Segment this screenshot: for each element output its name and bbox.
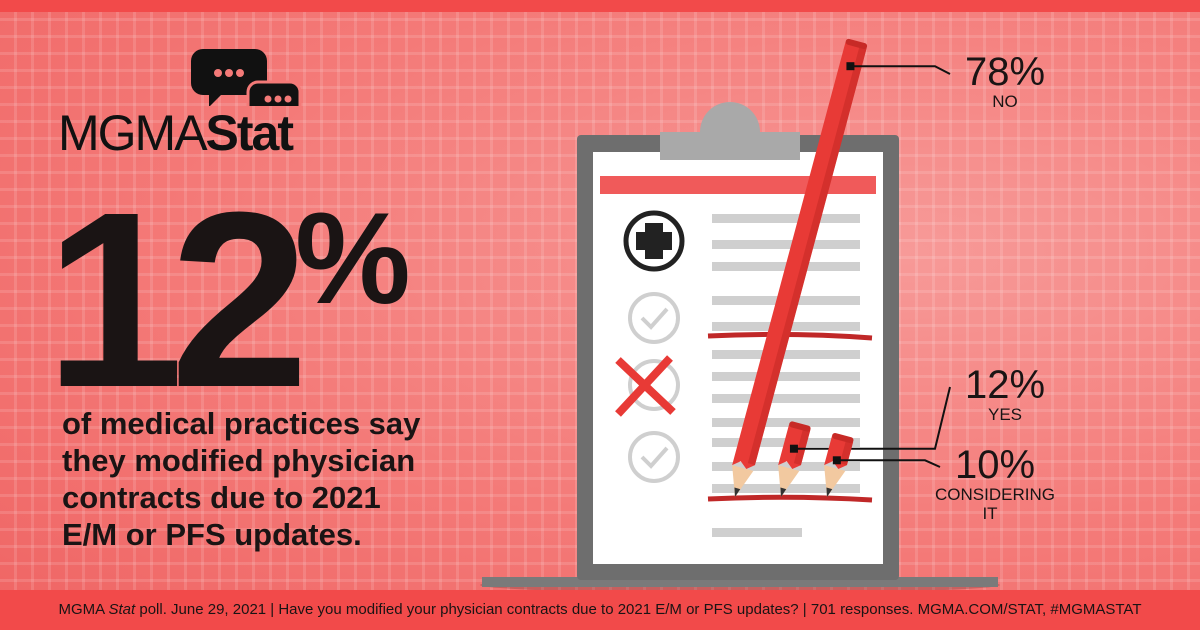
answer-category: NO <box>992 92 1018 111</box>
answer-value: 78% <box>964 50 1046 94</box>
strike-line <box>707 331 873 341</box>
text-line <box>712 462 860 471</box>
footer-prefix: MGMA <box>58 601 109 618</box>
connector-line <box>836 459 941 468</box>
answer-label: 10% CONSIDERING IT <box>935 445 1055 523</box>
answer-label: 12% YES <box>945 365 1065 424</box>
clipboard-clip <box>660 102 800 160</box>
answer-value: 12% <box>964 363 1046 407</box>
logo-wordmark: MGMAStat <box>58 104 294 162</box>
text-line <box>712 350 860 359</box>
text-line <box>712 214 860 223</box>
strike-line <box>707 494 873 503</box>
chat-bubbles-icon <box>191 49 302 106</box>
headline-description: of medical practices say they modified p… <box>62 406 421 552</box>
check-icon <box>628 431 680 483</box>
headline-stat: 12% <box>45 175 411 425</box>
logo-mgma: MGMA <box>58 105 208 161</box>
text-line <box>712 372 860 381</box>
answer-value: 10% <box>954 443 1036 487</box>
check-icon <box>628 292 680 344</box>
medical-cross-icon <box>623 210 685 272</box>
answer-category: CONSIDERING IT <box>935 485 1055 523</box>
pencil-bar-0 <box>732 38 868 497</box>
answer-label: 78% NO <box>945 52 1065 111</box>
headline-unit: % <box>295 185 411 331</box>
footer-stat: Stat <box>108 601 136 618</box>
x-mark-icon <box>615 355 680 417</box>
top-accent-bar <box>0 0 1200 12</box>
answer-category: YES <box>987 405 1023 424</box>
desk-shelf <box>482 577 998 587</box>
text-line <box>712 240 860 249</box>
text-line <box>712 394 860 403</box>
footer-source: MGMA Stat poll. June 29, 2021 | Have you… <box>0 590 1200 630</box>
text-line <box>712 528 802 537</box>
mgma-stat-logo: MGMAStat <box>58 46 318 161</box>
logo-stat: Stat <box>205 105 294 161</box>
connector-line <box>850 65 951 75</box>
text-line <box>712 418 860 427</box>
footer-text: poll. June 29, 2021 | Have you modified … <box>135 601 1142 618</box>
paper-header-bar <box>600 176 876 194</box>
headline-value: 12 <box>45 160 309 439</box>
